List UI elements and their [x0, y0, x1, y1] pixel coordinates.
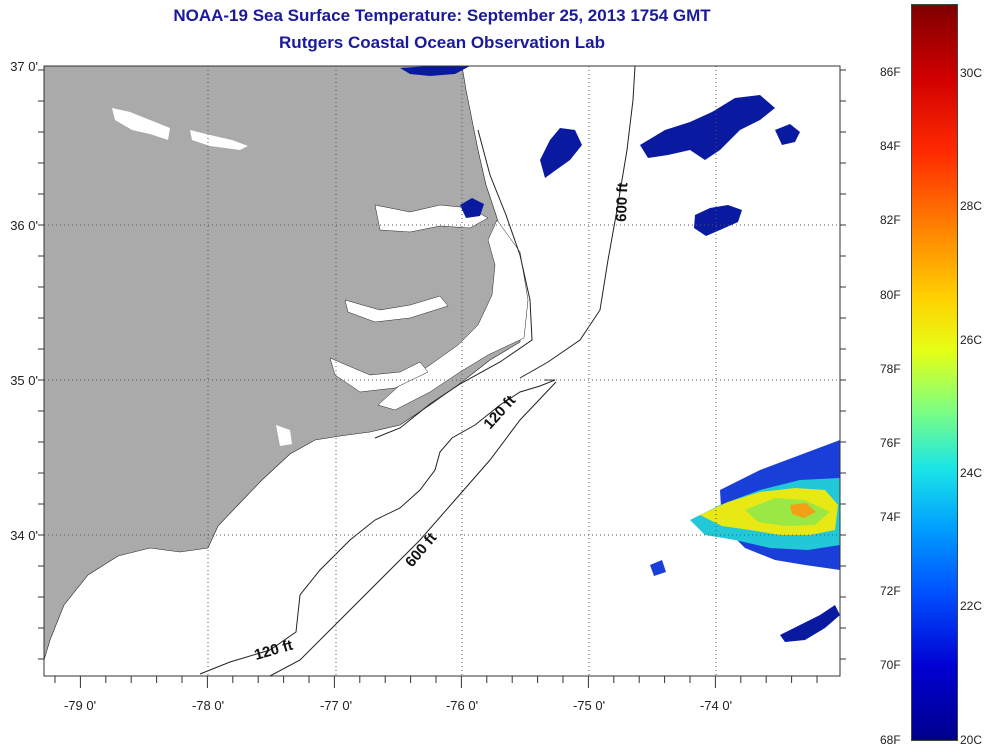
neuse-river: [329, 357, 429, 393]
colorbar-f-label: 76F: [880, 436, 901, 450]
colorbar-f-label: 80F: [880, 288, 901, 302]
pamlico-sound: [377, 219, 529, 411]
sst-patches-north: [400, 66, 840, 642]
colorbar-c-label: 26C: [960, 333, 983, 347]
map-frame: [43, 65, 841, 677]
contour-600ft-south: [269, 381, 557, 676]
lat-label: 37 0': [10, 59, 38, 74]
lat-label: 36 0': [10, 218, 38, 233]
colorbar-f-label: 72F: [880, 584, 901, 598]
colorbar-f-label: 86F: [880, 65, 901, 79]
colorbar-c-label: 22C: [960, 599, 983, 613]
lon-label: -74 0': [700, 698, 732, 713]
contour-600ft-north: [519, 66, 636, 379]
colorbar-c-label: 24C: [960, 466, 983, 480]
lon-label: -79 0': [64, 698, 96, 713]
contour-label: 600 ft: [613, 182, 631, 222]
lon-label: -76 0': [446, 698, 478, 713]
colorbar-f-label: 82F: [880, 213, 901, 227]
lon-label: -78 0': [192, 698, 224, 713]
graticule: [44, 66, 840, 676]
inland-lake-3: [276, 425, 292, 446]
latitude-labels: 37 0' 36 0' 35 0' 34 0': [10, 59, 38, 543]
colorbar-c-label: 30C: [960, 66, 983, 80]
colorbar-f-label: 68F: [880, 733, 901, 747]
lat-label: 35 0': [10, 373, 38, 388]
colorbar-c-label: 28C: [960, 199, 983, 213]
map-title: NOAA-19 Sea Surface Temperature: Septemb…: [173, 6, 711, 25]
colorbar-f-label: 74F: [880, 510, 901, 524]
albemarle-sound: [374, 204, 489, 233]
inland-lake-1: [112, 108, 170, 140]
colorbar-f-label: 70F: [880, 658, 901, 672]
colorbar-f-label: 84F: [880, 139, 901, 153]
colorbar-c-label: 20C: [960, 733, 983, 747]
map-content: [44, 66, 840, 676]
pamlico-river: [344, 295, 449, 323]
lon-label: -75 0': [573, 698, 605, 713]
lat-label: 34 0': [10, 528, 38, 543]
lon-label: -77 0': [320, 698, 352, 713]
contour-120ft-north: [199, 379, 556, 675]
axis-ticks: [38, 69, 846, 688]
longitude-labels: -79 0' -78 0' -77 0' -76 0' -75 0' -74 0…: [64, 698, 732, 713]
inland-lake-2: [190, 130, 248, 150]
sst-patches-south: [650, 440, 840, 576]
barrier-islands: [374, 129, 533, 439]
colorbar-f-label: 78F: [880, 362, 901, 376]
temperature-colorbar: [911, 4, 958, 741]
map-subtitle: Rutgers Coastal Ocean Observation Lab: [279, 33, 605, 52]
